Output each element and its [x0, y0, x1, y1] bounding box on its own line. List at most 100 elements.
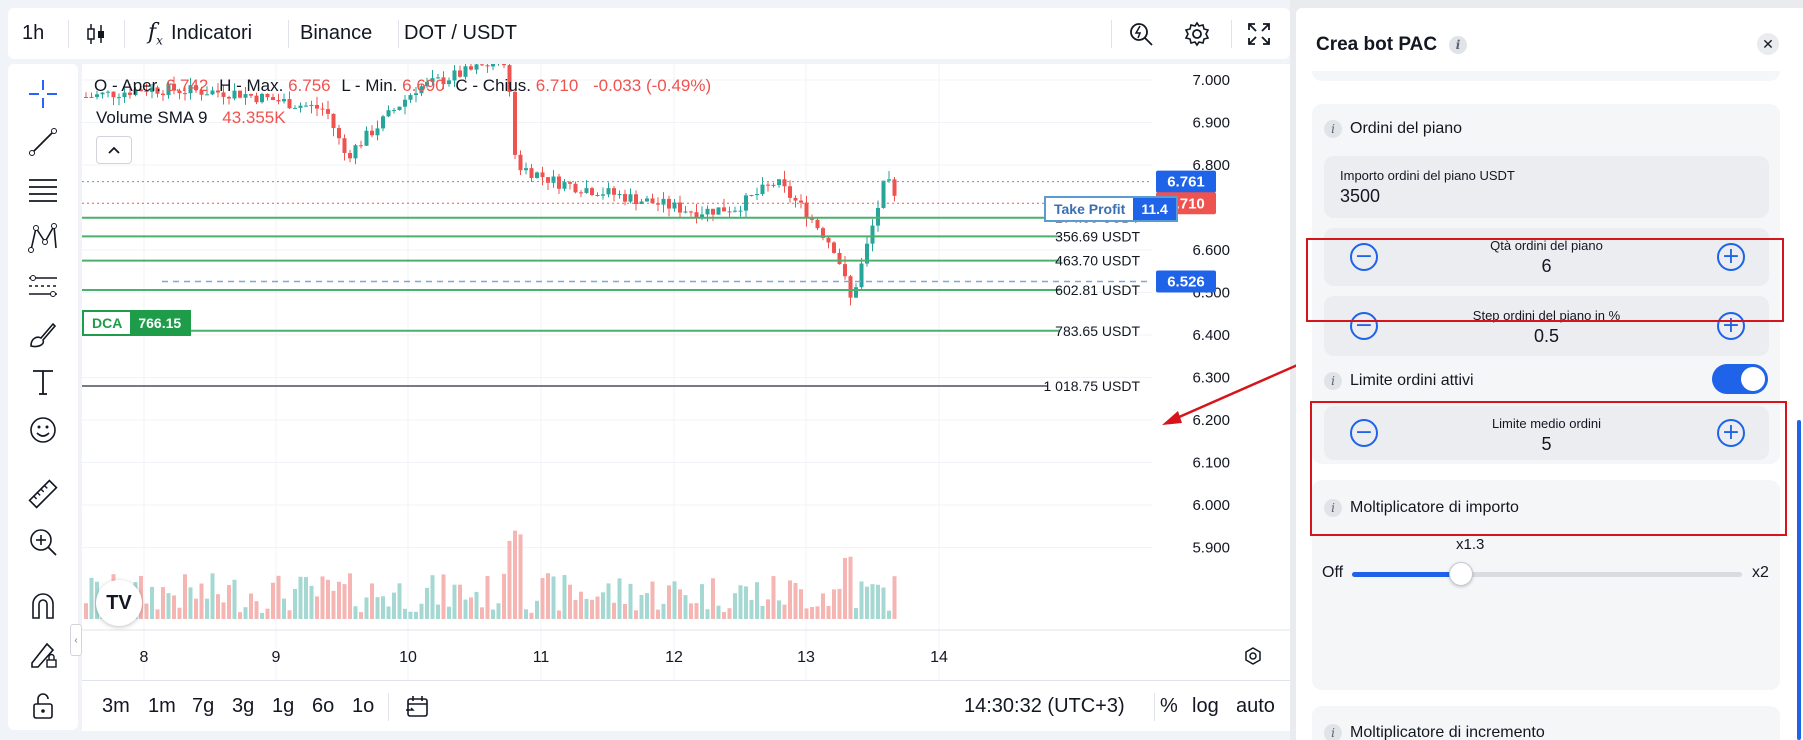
limit-stepper[interactable]: − Limite medio ordini 5 + — [1324, 406, 1769, 460]
qty-label: Qtà ordini del piano — [1490, 238, 1603, 253]
range-1m[interactable]: 1m — [148, 694, 176, 717]
candle — [744, 195, 748, 211]
plus-icon[interactable]: + — [1717, 419, 1745, 447]
step-value[interactable]: 0.5 — [1533, 326, 1560, 346]
candle — [843, 264, 847, 277]
axis-settings-icon[interactable] — [1245, 647, 1261, 665]
range-7g[interactable]: 7g — [192, 694, 215, 717]
volume-bar — [689, 603, 693, 619]
fullscreen-icon[interactable] — [1246, 8, 1272, 59]
minus-icon[interactable]: − — [1350, 243, 1378, 271]
auto-toggle[interactable]: auto — [1236, 694, 1275, 717]
volume-bar — [436, 604, 440, 619]
volume-bar — [859, 581, 864, 619]
fib-lines-icon[interactable] — [25, 172, 61, 208]
limit-toggle[interactable] — [1712, 364, 1768, 394]
ruler-icon[interactable] — [25, 476, 61, 512]
minus-icon[interactable]: − — [1350, 419, 1378, 447]
lock-drawings-icon[interactable] — [25, 636, 61, 672]
range-3m[interactable]: 3m — [102, 694, 130, 717]
range-1g[interactable]: 1g — [272, 694, 295, 717]
plus-icon[interactable]: + — [1717, 243, 1745, 271]
log-toggle[interactable]: log — [1192, 694, 1219, 717]
candle — [535, 172, 539, 178]
volume-bar — [381, 596, 385, 619]
candle — [353, 145, 358, 159]
collapse-legend-button[interactable] — [96, 136, 132, 164]
zoom-in-icon[interactable] — [25, 524, 61, 560]
symbol-button[interactable]: DOT / USDT — [404, 8, 517, 59]
info-icon[interactable]: i — [1449, 36, 1468, 54]
info-icon[interactable]: i — [1324, 120, 1342, 138]
slider-thumb[interactable] — [1448, 562, 1473, 586]
magnet-icon[interactable] — [25, 588, 61, 624]
volume-bar — [810, 607, 814, 619]
candle — [359, 145, 363, 147]
step-stepper[interactable]: − Step ordini del piano in % 0.5 + — [1324, 296, 1769, 356]
lock-icon[interactable] — [25, 688, 61, 724]
candle — [788, 186, 792, 198]
clock-time[interactable]: 14:30:32 (UTC+3) — [964, 694, 1125, 717]
indicators-button[interactable]: fx Indicatori — [148, 8, 252, 59]
qty-stepper[interactable]: − Qtà ordini del piano 6 + — [1324, 228, 1769, 286]
settings-gear-icon[interactable] — [1184, 8, 1210, 59]
prediction-icon[interactable] — [25, 268, 61, 304]
candle — [678, 202, 682, 213]
candle-style-icon[interactable] — [86, 8, 106, 59]
percent-toggle[interactable]: % — [1160, 694, 1178, 717]
amount-field[interactable]: Importo ordini del piano USDT 3500 — [1324, 156, 1769, 218]
candle — [623, 194, 627, 202]
volume-bar — [469, 597, 473, 619]
candle — [683, 211, 688, 213]
price-axis-label: 6.400 — [1192, 327, 1230, 344]
candle — [106, 91, 110, 93]
take-profit-label[interactable]: Take Profit 11.4 — [1044, 196, 1178, 222]
candle — [777, 179, 781, 186]
emoji-icon[interactable] — [25, 412, 61, 448]
crosshair-icon[interactable] — [25, 76, 61, 112]
interval-button[interactable]: 1h — [22, 8, 44, 59]
symbol-label: DOT / USDT — [404, 22, 517, 44]
amount-value[interactable]: 3500 — [1340, 186, 1381, 206]
panel-scrollbar[interactable] — [1797, 420, 1801, 740]
trend-line-icon[interactable] — [25, 124, 61, 160]
volume-bar — [238, 612, 242, 619]
volume-bar — [865, 586, 869, 619]
volume-bar — [628, 583, 633, 619]
candle — [672, 202, 677, 209]
volume-bar — [777, 600, 781, 619]
info-icon[interactable]: i — [1324, 499, 1342, 517]
candle — [590, 188, 594, 195]
volume-bar — [705, 609, 710, 619]
increment-multiplier-card: i Moltiplicatore di incremento — [1312, 706, 1780, 740]
volume-bar — [419, 603, 424, 619]
range-6o[interactable]: 6o — [312, 694, 335, 717]
limit-value[interactable]: 5 — [1541, 434, 1552, 454]
quick-search-icon[interactable] — [1128, 8, 1154, 59]
brush-icon[interactable] — [25, 316, 61, 352]
tradingview-logo[interactable]: TV — [96, 580, 142, 626]
range-1o[interactable]: 1o — [352, 694, 375, 717]
qty-value[interactable]: 6 — [1541, 256, 1552, 276]
date-range-icon[interactable] — [404, 681, 430, 731]
pattern-icon[interactable] — [25, 220, 61, 256]
range-3g[interactable]: 3g — [232, 694, 255, 717]
candle — [815, 219, 820, 229]
candle — [408, 95, 413, 100]
multiplier-slider[interactable] — [1352, 562, 1742, 586]
info-icon[interactable]: i — [1324, 724, 1342, 740]
dca-label[interactable]: DCA 766.15 — [82, 310, 192, 336]
close-icon[interactable]: ✕ — [1757, 33, 1779, 55]
volume-bar — [606, 583, 611, 619]
collapse-tools-button[interactable]: ‹ — [70, 624, 82, 656]
candle — [865, 243, 869, 264]
info-icon[interactable]: i — [1324, 372, 1342, 390]
text-tool-icon[interactable] — [25, 364, 61, 400]
volume-bar — [370, 583, 374, 619]
slider-max-label: x2 — [1752, 564, 1769, 581]
exchange-button[interactable]: Binance — [300, 8, 372, 59]
candle — [870, 225, 875, 244]
limit-label: Limite medio ordini — [1491, 416, 1602, 431]
